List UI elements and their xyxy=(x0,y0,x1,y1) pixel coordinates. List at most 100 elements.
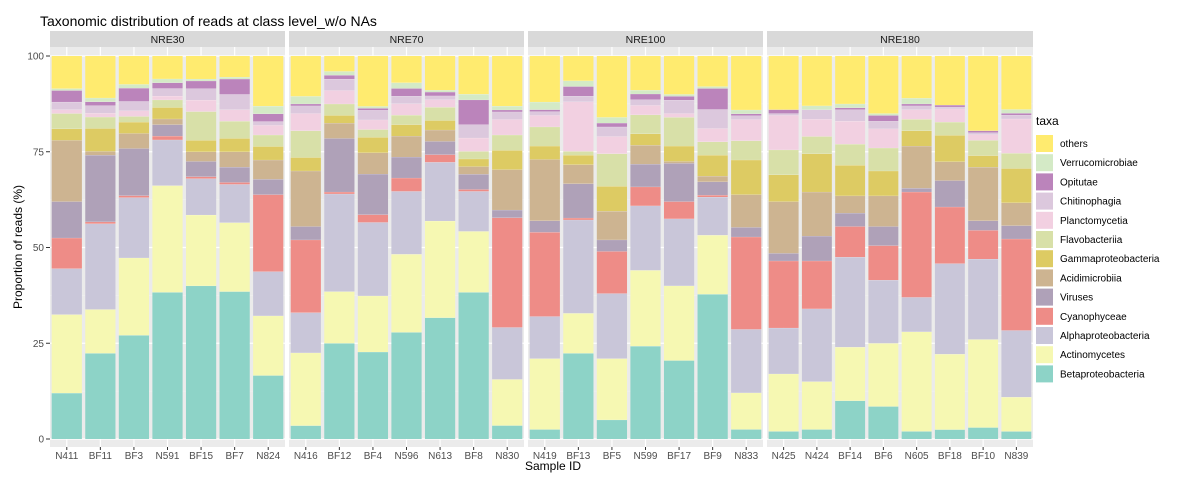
facet-panels: 0 25 50 75 100 NRE30 N411 BF11 BF3 N591 BF15 BF7 N82… xyxy=(27,31,1033,462)
stacked-bar xyxy=(290,56,321,439)
bar-segment-others xyxy=(835,56,866,104)
bar-segment-gammaproteobacteria xyxy=(663,146,695,162)
bar-segment-opitutae xyxy=(118,88,150,102)
bar-segment-cyanophyceae xyxy=(357,214,389,223)
bar-segment-actinomycetes xyxy=(118,257,150,336)
bar-segment-alphaproteobacteria xyxy=(868,280,899,344)
x-tick-label: N824 xyxy=(256,451,280,462)
bar-segment-flavobacteriia xyxy=(768,149,799,175)
x-tick-label: BF18 xyxy=(938,451,962,462)
facet-panel: NRE30 N411 BF11 BF3 N591 BF15 BF7 N824 xyxy=(50,31,285,462)
bar-segment-alphaproteobacteria xyxy=(324,193,355,292)
bar-segment-chitinophagia xyxy=(118,101,150,111)
bar-segment-gammaproteobacteria xyxy=(357,137,389,153)
bar-segment-gammaproteobacteria xyxy=(85,128,116,152)
facet-strip-label: NRE70 xyxy=(390,34,424,46)
x-tick-label: BF8 xyxy=(464,451,483,462)
bar-segment-acidimicrobiia xyxy=(290,170,321,227)
bar-segment-verrucomicrobiae xyxy=(219,77,250,79)
bar-segment-cyanophyceae xyxy=(1001,238,1032,331)
bar-segment-viruses xyxy=(357,173,389,215)
bar-segment-chitinophagia xyxy=(596,126,628,137)
bar-segment-opitutae xyxy=(85,101,116,106)
bar-segment-gammaproteobacteria xyxy=(529,146,560,160)
bar-segment-gammaproteobacteria xyxy=(492,150,523,170)
stacked-bar xyxy=(697,56,728,439)
bar-segment-betaproteobacteria xyxy=(529,429,560,439)
bar-segment-viruses xyxy=(868,226,899,246)
stacked-bar xyxy=(391,56,422,439)
facet-panel: NRE100 N419 BF13 BF5 N599 BF17 BF9 N833 xyxy=(528,31,763,462)
bar-segment-actinomycetes xyxy=(152,185,183,293)
x-tick-label: BF14 xyxy=(838,451,862,462)
legend-key-verrucomicrobiae xyxy=(1036,154,1053,172)
legend-key-opitutae xyxy=(1036,173,1053,191)
legend-key-others xyxy=(1036,135,1053,152)
bar-segment-acidimicrobiia xyxy=(663,161,695,164)
legend-label: others xyxy=(1060,139,1088,150)
bar-segment-chitinophagia xyxy=(731,115,762,120)
legend-key-betaproteobacteria xyxy=(1036,365,1053,383)
bar-segment-opitutae xyxy=(731,113,762,116)
bar-segment-acidimicrobiia xyxy=(630,145,661,165)
bar-segment-viruses xyxy=(630,164,661,187)
bar-segment-verrucomicrobiae xyxy=(663,94,695,97)
bar-segment-others xyxy=(185,56,217,79)
bar-segment-betaproteobacteria xyxy=(391,332,422,439)
bar-segment-flavobacteriia xyxy=(968,140,999,156)
bar-segment-actinomycetes xyxy=(424,220,456,318)
x-tick-label: N839 xyxy=(1004,451,1028,462)
facet-strip-label: NRE30 xyxy=(151,34,185,46)
bar-segment-alphaproteobacteria xyxy=(290,312,321,353)
bar-segment-chitinophagia xyxy=(290,105,321,114)
bar-segment-chitinophagia xyxy=(324,78,355,91)
bar-segment-others xyxy=(934,56,965,106)
bar-segment-flavobacteriia xyxy=(663,117,695,147)
bar-segment-actinomycetes xyxy=(868,343,899,407)
bar-segment-flavobacteriia xyxy=(152,99,183,108)
bar-segment-betaproteobacteria xyxy=(934,429,965,439)
bar-segment-planctomycetia xyxy=(51,109,82,114)
bar-segment-opitutae xyxy=(219,78,250,95)
bar-segment-others xyxy=(968,56,999,131)
stacked-bar xyxy=(492,56,523,439)
bar-segment-opitutae xyxy=(152,82,183,89)
bar-segment-planctomycetia xyxy=(596,136,628,154)
bar-segment-actinomycetes xyxy=(630,270,661,347)
bar-segment-verrucomicrobiae xyxy=(697,86,728,89)
facet-strip xyxy=(50,31,285,47)
x-tick-label: BF10 xyxy=(971,451,995,462)
bar-segment-viruses xyxy=(118,148,150,196)
bar-segment-gammaproteobacteria xyxy=(51,128,82,141)
stacked-bar xyxy=(424,56,456,439)
bar-segment-chitinophagia xyxy=(492,111,523,120)
bar-segment-flavobacteriia xyxy=(492,134,523,151)
bar-segment-viruses xyxy=(901,188,932,192)
bar-segment-acidimicrobiia xyxy=(219,151,250,168)
bar-segment-flavobacteriia xyxy=(630,114,661,134)
legend-label: Actinomycetes xyxy=(1060,350,1125,361)
bar-segment-opitutae xyxy=(868,115,899,122)
bar-segment-alphaproteobacteria xyxy=(697,197,728,236)
bar-segment-acidimicrobiia xyxy=(152,118,183,125)
bar-segment-planctomycetia xyxy=(85,113,116,117)
bar-segment-planctomycetia xyxy=(630,105,661,115)
bar-segment-betaproteobacteria xyxy=(768,431,799,439)
bar-segment-alphaproteobacteria xyxy=(768,327,799,374)
bar-segment-opitutae xyxy=(835,107,866,110)
bar-segment-alphaproteobacteria xyxy=(185,178,217,215)
bar-segment-flavobacteriia xyxy=(868,147,899,171)
bar-segment-actinomycetes xyxy=(1001,397,1032,432)
legend-key-gammaproteobacteria xyxy=(1036,250,1053,268)
bar-segment-alphaproteobacteria xyxy=(934,263,965,355)
bar-segment-others xyxy=(630,56,661,91)
bar-segment-betaproteobacteria xyxy=(458,292,489,439)
bar-segment-betaproteobacteria xyxy=(563,353,594,439)
bar-segment-others xyxy=(596,56,628,118)
bar-segment-chitinophagia xyxy=(835,109,866,122)
bar-segment-viruses xyxy=(731,227,762,237)
stacked-bar xyxy=(968,56,999,439)
bar-segment-chitinophagia xyxy=(152,88,183,97)
bar-segment-betaproteobacteria xyxy=(85,353,116,439)
bar-segment-viruses xyxy=(768,253,799,261)
